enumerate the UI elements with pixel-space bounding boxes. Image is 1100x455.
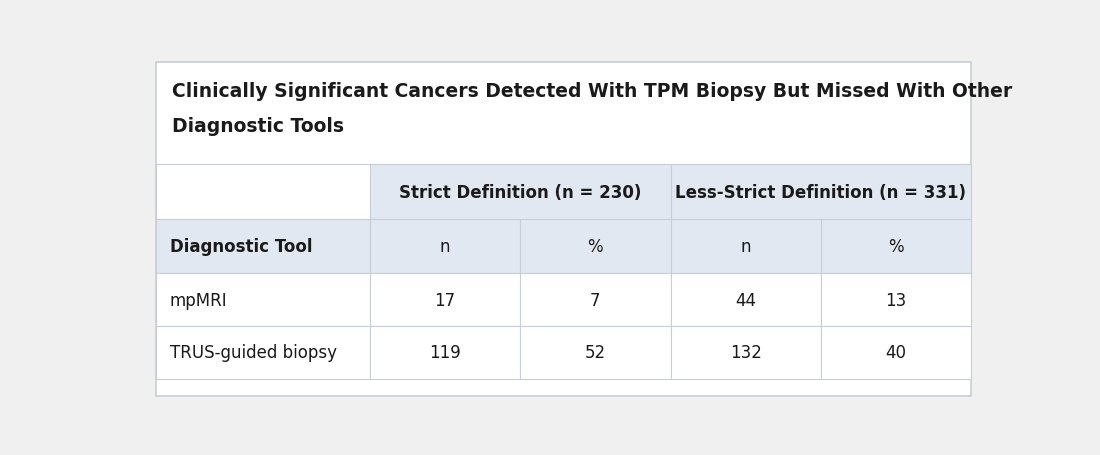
Bar [671,219,821,273]
Bar [520,273,671,326]
Bar [821,326,971,379]
Text: 132: 132 [729,344,761,361]
Bar [370,219,520,273]
Text: n: n [440,238,450,255]
Text: Clinically Significant Cancers Detected With TPM Biopsy But Missed With Other: Clinically Significant Cancers Detected … [172,82,1012,101]
Text: Diagnostic Tools: Diagnostic Tools [172,117,343,136]
Text: 52: 52 [585,344,606,361]
Text: Less-Strict Definition (n = 331): Less-Strict Definition (n = 331) [675,183,967,201]
Text: 40: 40 [886,344,906,361]
Bar [370,326,520,379]
Bar [671,165,971,219]
Text: mpMRI: mpMRI [169,291,228,309]
Bar [370,165,671,219]
Text: n: n [740,238,751,255]
Text: %: % [888,238,904,255]
Bar [821,219,971,273]
Text: 13: 13 [886,291,906,309]
Bar [156,326,370,379]
Bar [156,165,370,219]
Bar [370,273,520,326]
Text: TRUS-guided biopsy: TRUS-guided biopsy [169,344,337,361]
Bar [156,219,370,273]
Text: 44: 44 [735,291,756,309]
Bar [671,273,821,326]
Text: 7: 7 [590,291,601,309]
Text: 119: 119 [429,344,461,361]
Bar [671,326,821,379]
Text: Strict Definition (n = 230): Strict Definition (n = 230) [399,183,641,201]
Bar [520,219,671,273]
Bar [156,273,370,326]
Text: 17: 17 [434,291,455,309]
Bar [821,273,971,326]
Bar [520,326,671,379]
Text: Diagnostic Tool: Diagnostic Tool [169,238,312,255]
Text: %: % [587,238,603,255]
